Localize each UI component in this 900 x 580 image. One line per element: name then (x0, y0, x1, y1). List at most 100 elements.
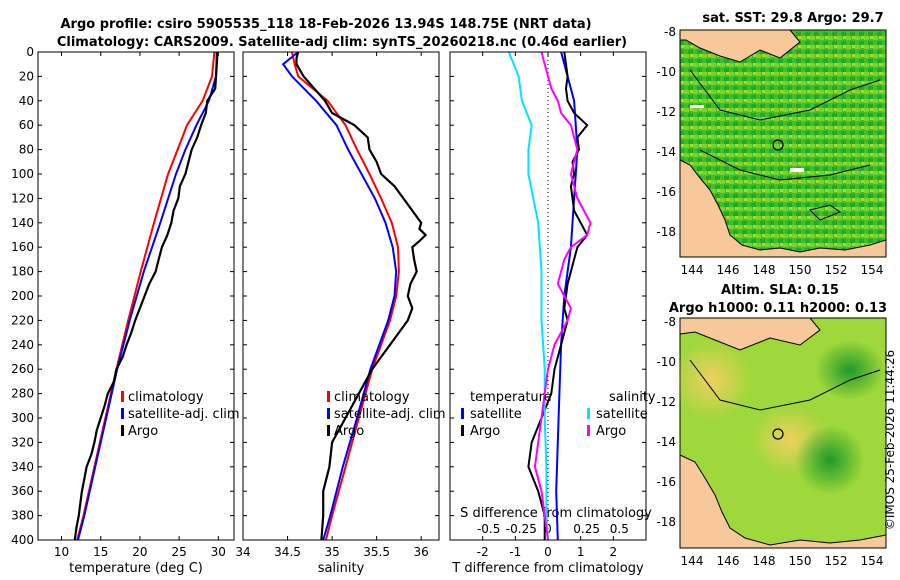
y-tick-label: 280 (11, 387, 34, 401)
legend-label: satellite-adj. clim (334, 407, 446, 422)
top-x-tick-label: -0.25 (506, 522, 537, 536)
series-line-climatology (291, 51, 400, 541)
legend-swatch (587, 408, 590, 419)
map-y-tick-label: -10 (656, 65, 676, 79)
y-tick-label: 220 (11, 313, 34, 327)
x-tick-label: 10 (54, 545, 69, 559)
title-line-1: Argo profile: csiro 5905535_118 18-Feb-2… (60, 17, 591, 32)
x-tick-label: 20 (132, 545, 147, 559)
x-tick-label: 30 (211, 545, 226, 559)
y-tick-label: 320 (11, 435, 34, 449)
series-line-argo (295, 51, 428, 541)
y-tick-label: 400 (11, 533, 34, 547)
legend-label: satellite-adj. clim (128, 407, 240, 422)
map-x-tick-label: 148 (753, 263, 776, 277)
sla-map-title-2: Argo h1000: 0.11 h2000: 0.13 (669, 301, 887, 316)
legend-label: satellite (470, 407, 522, 422)
plot-area-1 (243, 52, 439, 540)
sla-map (672, 317, 887, 549)
map-y-tick-label: -18 (656, 515, 676, 529)
imos-stamp: ©IMOS 25-Feb-2026 11:44:26 (883, 350, 897, 530)
sla-land-south (679, 454, 887, 549)
x-tick-label: 35.5 (363, 545, 390, 559)
map-x-tick-label: 152 (825, 554, 848, 568)
sst-missing-data (790, 168, 804, 172)
map-x-tick-label: 154 (861, 263, 884, 277)
legend-swatch (121, 408, 124, 419)
sla-argo-marker (772, 428, 784, 440)
x-tick-label: -2 (477, 545, 489, 559)
sla-low-1 (795, 425, 865, 495)
legend-swatch (327, 425, 330, 436)
sst-missing-data-2 (690, 105, 704, 108)
sla-high-1 (672, 340, 752, 420)
legend-label: climatology (128, 390, 204, 405)
top-x-tick-label: -0.5 (477, 522, 500, 536)
map-x-tick-label: 146 (717, 554, 740, 568)
x-tick-label: 15 (93, 545, 108, 559)
legend-label: Argo (128, 424, 158, 439)
y-tick-label: 300 (11, 411, 34, 425)
map-x-tick-label: 150 (789, 554, 812, 568)
map-y-tick-label: -12 (656, 395, 676, 409)
x-axis-label: T difference from climatology (451, 561, 644, 576)
map-y-tick-label: -14 (656, 435, 676, 449)
sst-reef (809, 204, 842, 221)
series-line-satellite-adj-clim (281, 51, 398, 541)
y-tick-label: 20 (19, 69, 34, 83)
sst-contour-2 (699, 149, 871, 181)
top-x-tick-label: 0.5 (610, 522, 629, 536)
y-tick-label: 380 (11, 509, 34, 523)
sla-low-2 (815, 340, 885, 400)
map-y-tick-label: -8 (664, 25, 676, 39)
series-line-salinity-argo (533, 51, 592, 541)
series-line-temperature-argo (527, 51, 589, 540)
x-tick-label: 34 (235, 545, 250, 559)
map-x-tick-label: 150 (789, 263, 812, 277)
sla-map-title-1: Altim. SLA: 0.15 (721, 283, 839, 298)
top-x-tick-label: 0.25 (573, 522, 600, 536)
series-line-salinity-satellite (507, 51, 549, 541)
map-y-tick-label: -16 (656, 185, 676, 199)
map-y-tick-label: -8 (664, 315, 676, 329)
x-tick-label: 34.5 (274, 545, 301, 559)
x-tick-label: -1 (509, 545, 521, 559)
map-x-tick-label: 154 (861, 554, 884, 568)
legend-label: Argo (596, 424, 626, 439)
x-axis-label: temperature (deg C) (69, 561, 203, 576)
series-line-argo (73, 51, 219, 541)
map-y-tick-label: -18 (656, 225, 676, 239)
x-tick-label: 36 (414, 545, 429, 559)
sst-land-north (679, 29, 801, 63)
y-tick-label: 200 (11, 289, 34, 303)
plot-frame-1 (242, 51, 440, 541)
x-tick-label: 0 (544, 545, 552, 559)
y-tick-label: 100 (11, 167, 34, 181)
x-axis-label: salinity (318, 561, 365, 576)
legend-label: Argo (470, 424, 500, 439)
y-tick-label: 0 (26, 45, 34, 59)
map-y-tick-label: -14 (656, 145, 676, 159)
map-y-tick-label: -12 (656, 105, 676, 119)
x-tick-label: 25 (171, 545, 186, 559)
x-tick-label: 2 (610, 545, 618, 559)
sst-map (679, 29, 887, 258)
map-x-tick-label: 144 (681, 263, 704, 277)
y-tick-label: 360 (11, 484, 34, 498)
y-tick-label: 260 (11, 362, 34, 376)
map-y-tick-label: -10 (656, 355, 676, 369)
legend-title-salinity: salinity (609, 390, 656, 405)
y-tick-label: 180 (11, 265, 34, 279)
map-x-tick-label: 146 (717, 263, 740, 277)
y-tick-label: 240 (11, 338, 34, 352)
legend-swatch (327, 391, 330, 402)
map-y-tick-label: -16 (656, 475, 676, 489)
legend-label: climatology (334, 390, 410, 405)
legend-label: satellite (596, 407, 648, 422)
legend-swatch (587, 425, 590, 436)
legend-title-temperature: temperature (470, 390, 552, 405)
y-tick-label: 160 (11, 240, 34, 254)
legend-swatch (121, 425, 124, 436)
y-tick-label: 140 (11, 216, 34, 230)
